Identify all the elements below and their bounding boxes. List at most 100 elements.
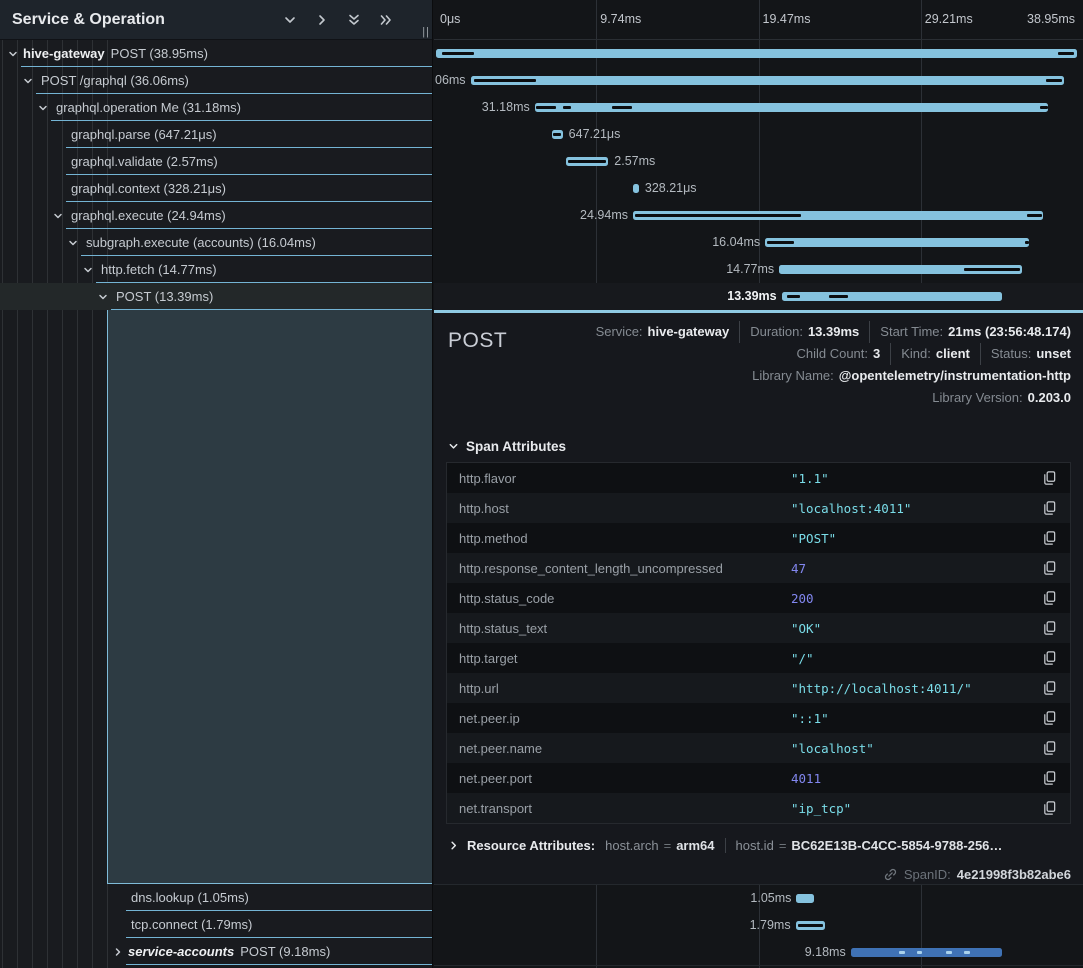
span-bar[interactable] bbox=[633, 184, 639, 193]
attribute-value: 4011 bbox=[791, 770, 822, 786]
child-span-marker bbox=[635, 214, 802, 217]
copy-icon[interactable] bbox=[1042, 560, 1058, 576]
row-underline bbox=[66, 201, 432, 202]
child-span-marker bbox=[1040, 106, 1048, 109]
span-row-graphql-parse[interactable]: graphql.parse (647.21μs) bbox=[0, 121, 432, 148]
span-row-post[interactable]: hive-gateway POST (38.95ms) bbox=[0, 40, 432, 67]
span-bar[interactable] bbox=[850, 948, 1002, 957]
span-row-tcp-connect[interactable]: tcp.connect (1.79ms) bbox=[0, 911, 432, 938]
span-row-graphql-validate[interactable]: graphql.validate (2.57ms) bbox=[0, 148, 432, 175]
double-chevron-down-icon[interactable] bbox=[345, 11, 362, 28]
child-span-marker bbox=[1025, 241, 1030, 244]
span-bar[interactable] bbox=[779, 265, 1023, 274]
resource-attributes-row[interactable]: Resource Attributes: host.arch = arm64 host… bbox=[448, 838, 1071, 853]
expander-chevron-down-icon[interactable] bbox=[6, 47, 20, 61]
child-span-marker bbox=[563, 106, 571, 109]
copy-icon[interactable] bbox=[1042, 590, 1058, 606]
attribute-value: "ip_tcp" bbox=[791, 800, 852, 816]
span-summary-line-2: Child Count: 3 Kind: client Status: unset bbox=[446, 343, 1071, 365]
span-detail-panel: POST Service: hive-gateway Duration: 13.39m… bbox=[434, 310, 1083, 884]
span-row-post-graphql[interactable]: POST /graphql (36.06ms) bbox=[0, 67, 432, 94]
span-bar[interactable] bbox=[566, 157, 609, 166]
library-version-label: Library Version: bbox=[932, 390, 1023, 405]
span-duration-label: 1.05ms bbox=[750, 891, 792, 905]
child-span-marker bbox=[1026, 214, 1042, 217]
span-bar[interactable] bbox=[534, 103, 1048, 112]
expander-spacer bbox=[51, 182, 65, 196]
expander-chevron-down-icon[interactable] bbox=[21, 74, 35, 88]
span-bar[interactable] bbox=[781, 292, 1002, 301]
operation-name: graphql.parse (647.21μs) bbox=[71, 127, 217, 142]
child-span-marker bbox=[963, 268, 1020, 271]
expander-chevron-down-icon[interactable] bbox=[96, 290, 110, 304]
copy-icon[interactable] bbox=[1042, 650, 1058, 666]
span-bar[interactable] bbox=[436, 49, 1077, 58]
span-bar[interactable] bbox=[632, 211, 1044, 220]
operation-name: POST (13.39ms) bbox=[116, 289, 214, 304]
indent-guide bbox=[47, 40, 48, 968]
expander-chevron-down-icon[interactable] bbox=[81, 263, 95, 277]
span-row-dns-lookup[interactable]: dns.lookup (1.05ms) bbox=[0, 884, 432, 911]
copy-icon[interactable] bbox=[1042, 470, 1058, 486]
row-underline bbox=[66, 147, 432, 148]
expander-chevron-down-icon[interactable] bbox=[36, 101, 50, 115]
span-row-graphql-operation-me[interactable]: graphql.operation Me (31.18ms) bbox=[0, 94, 432, 121]
attribute-row: net.peer.port 4011 bbox=[447, 763, 1070, 793]
chevron-down-icon[interactable] bbox=[281, 11, 298, 28]
span-bar[interactable] bbox=[552, 130, 563, 139]
service-operation-title: Service & Operation bbox=[12, 10, 165, 28]
child-span-marker bbox=[568, 160, 607, 163]
span-row-subgraph-execute-accounts-[interactable]: subgraph.execute (accounts) (16.04ms) bbox=[0, 229, 432, 256]
expander-chevron-right-icon[interactable] bbox=[111, 945, 125, 959]
span-row-graphql-execute[interactable]: graphql.execute (24.94ms) bbox=[0, 202, 432, 229]
row-underline bbox=[96, 282, 432, 283]
attribute-row: net.peer.ip "::1" bbox=[447, 703, 1070, 733]
span-attributes-toggle[interactable]: Span Attributes bbox=[448, 439, 1071, 454]
span-bar[interactable] bbox=[795, 921, 826, 930]
span-row-post[interactable]: service-accounts POST (9.18ms) bbox=[0, 938, 432, 965]
copy-icon[interactable] bbox=[1042, 770, 1058, 786]
attribute-row: http.url "http://localhost:4011/" bbox=[447, 673, 1070, 703]
attribute-key: net.transport bbox=[459, 800, 532, 816]
span-bar[interactable] bbox=[796, 894, 814, 903]
span-duration-label: 9.18ms bbox=[804, 945, 846, 959]
service-name: hive-gateway bbox=[23, 46, 105, 61]
chevron-right-icon[interactable] bbox=[313, 11, 330, 28]
expander-chevron-down-icon[interactable] bbox=[51, 209, 65, 223]
tree-collapse-controls bbox=[281, 11, 394, 28]
copy-icon[interactable] bbox=[1042, 680, 1058, 696]
panel-resize-handle[interactable]: || bbox=[422, 26, 430, 38]
span-row-http-fetch[interactable]: http.fetch (14.77ms) bbox=[0, 256, 432, 283]
library-version-value: 0.203.0 bbox=[1027, 390, 1071, 405]
detail-field: Start Time: 21ms (23:56:48.174) bbox=[869, 321, 1071, 343]
copy-icon[interactable] bbox=[1042, 530, 1058, 546]
attribute-row: net.peer.name "localhost" bbox=[447, 733, 1070, 763]
ruler-tick-label: 38.95ms bbox=[1027, 12, 1075, 26]
attribute-key: http.flavor bbox=[459, 470, 517, 486]
copy-icon[interactable] bbox=[1042, 710, 1058, 726]
child-span-marker bbox=[964, 951, 971, 954]
span-row-post[interactable]: POST (13.39ms) bbox=[0, 283, 432, 310]
copy-icon[interactable] bbox=[1042, 620, 1058, 636]
double-chevron-right-icon[interactable] bbox=[377, 11, 394, 28]
row-underline bbox=[66, 228, 432, 229]
span-duration-label: 24.94ms bbox=[580, 208, 628, 222]
copy-icon[interactable] bbox=[1042, 500, 1058, 516]
indent-guide bbox=[62, 40, 63, 968]
span-bar[interactable] bbox=[765, 238, 1030, 247]
link-icon[interactable] bbox=[883, 867, 898, 882]
child-span-marker bbox=[536, 106, 557, 109]
copy-icon[interactable] bbox=[1042, 800, 1058, 816]
child-span-marker bbox=[945, 951, 952, 954]
operation-name: graphql.validate (2.57ms) bbox=[71, 154, 218, 169]
selected-span-gutter bbox=[107, 310, 432, 884]
span-bar[interactable] bbox=[470, 76, 1064, 85]
attribute-key: net.peer.port bbox=[459, 770, 532, 786]
span-duration-label: 36.06ms bbox=[434, 73, 466, 87]
row-underline bbox=[66, 174, 432, 175]
ruler-tick-label: 19.47ms bbox=[762, 12, 811, 26]
expander-chevron-down-icon[interactable] bbox=[66, 236, 80, 250]
copy-icon[interactable] bbox=[1042, 740, 1058, 756]
ruler-tick-label: 0μs bbox=[440, 12, 461, 26]
span-row-graphql-context[interactable]: graphql.context (328.21μs) bbox=[0, 175, 432, 202]
